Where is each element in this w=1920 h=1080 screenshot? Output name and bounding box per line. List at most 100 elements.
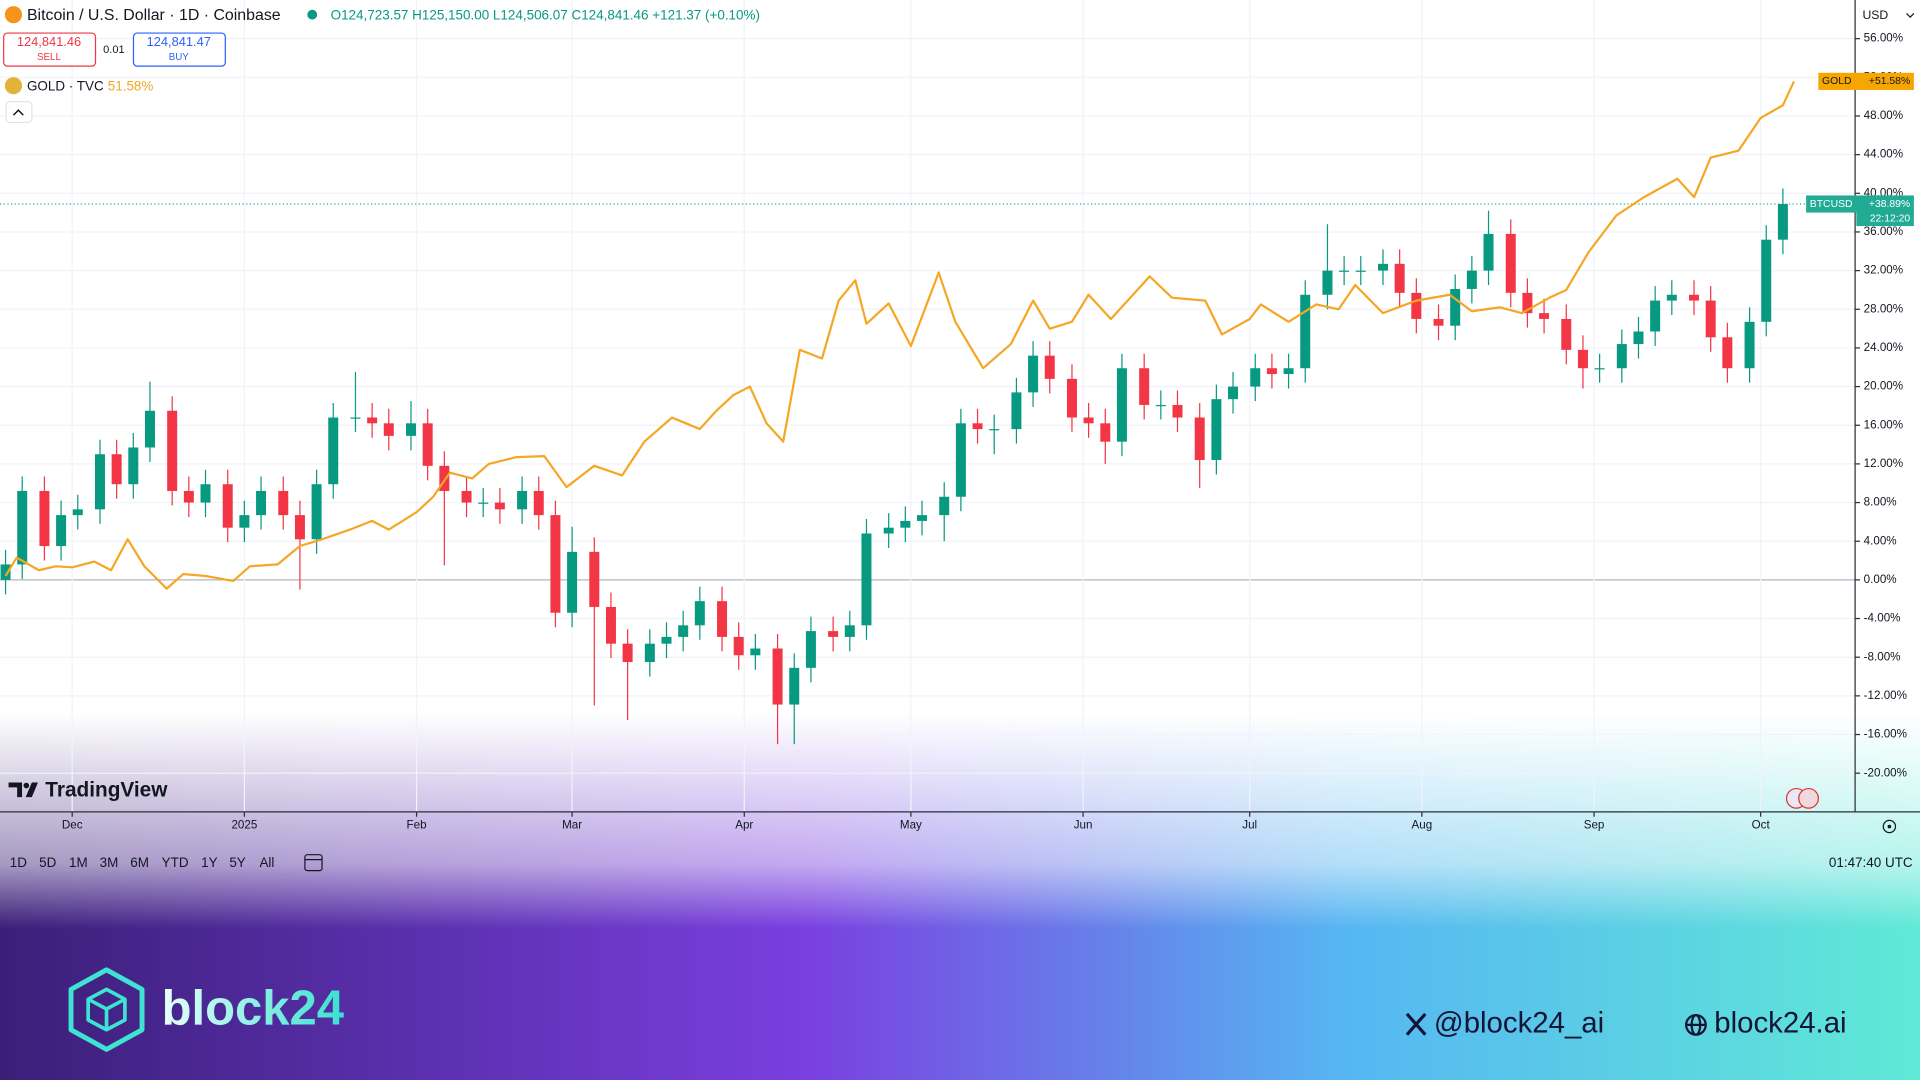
candle-body	[1211, 399, 1222, 461]
candle-body	[422, 423, 433, 466]
settings-dot	[1887, 824, 1892, 829]
candle-body	[1083, 417, 1094, 424]
candle-body	[1155, 404, 1166, 407]
range-button[interactable]: 5D	[39, 855, 56, 870]
candle-body	[1100, 423, 1111, 442]
candle-body	[861, 533, 872, 626]
y-tick-label: 4.00%	[1864, 534, 1897, 547]
candle-body	[1522, 292, 1533, 314]
tv-logo-mark	[8, 782, 38, 798]
buy-button[interactable]: 124,841.47 BUY	[132, 32, 226, 67]
axes: -20.00% -16.00% -12.00% -8.00% -4.00% 0.00% 4.…	[62, 32, 1914, 831]
currency[interactable]: USD	[1862, 8, 1888, 22]
sell-price: 124,841.46	[17, 34, 81, 49]
sell-label: SELL	[37, 52, 61, 63]
grid	[0, 0, 1856, 812]
candle-body	[678, 625, 689, 637]
x-tick-label: Jun	[1074, 818, 1093, 831]
candle-body	[200, 484, 211, 503]
candle-body	[494, 502, 505, 510]
range-button[interactable]: 1M	[69, 855, 88, 870]
hex-cube	[86, 987, 127, 1032]
candle-body	[1300, 294, 1311, 369]
range-button[interactable]: 5Y	[229, 855, 245, 870]
candle-body	[1283, 368, 1294, 375]
candle-body	[550, 515, 561, 613]
candle-body	[750, 648, 761, 656]
x-tick-label: May	[900, 818, 922, 831]
candle-body	[94, 454, 105, 510]
candle-body	[1194, 417, 1205, 461]
x-tick-label: Apr	[735, 818, 753, 831]
candle-body	[1577, 349, 1588, 369]
spread: 0.01	[103, 44, 124, 56]
symbol-title: Bitcoin / U.S. Dollar · 1D · Coinbase	[27, 7, 281, 24]
x-tick-label: Aug	[1412, 818, 1433, 831]
calendar-icon	[304, 854, 323, 872]
range-bar: 1D 5D 1M 3M 6M YTD 1Y 5Y All	[10, 855, 275, 870]
candle-body	[717, 601, 728, 637]
candle-body	[789, 667, 800, 705]
candle-body	[222, 484, 233, 528]
candle-body	[294, 515, 305, 540]
candle-body	[605, 606, 616, 644]
range-button[interactable]: 3M	[100, 855, 119, 870]
line-series	[4, 80, 1795, 590]
candle-body	[1044, 355, 1055, 379]
candle-body	[517, 490, 528, 510]
candle-body	[567, 551, 578, 613]
candle-body	[1561, 318, 1572, 350]
candle-body	[56, 515, 67, 547]
candle-body	[1744, 321, 1755, 369]
candle-body	[1483, 233, 1494, 271]
buy-box	[132, 32, 226, 67]
y-tick-label: 56.00%	[1864, 32, 1903, 45]
candle-body	[183, 490, 194, 503]
candle-body	[1450, 288, 1461, 326]
range-button[interactable]: 1Y	[201, 855, 217, 870]
candle-body	[1777, 204, 1788, 240]
y-tick-label: -12.00%	[1864, 689, 1907, 702]
candle-body	[256, 490, 267, 516]
website[interactable]: block24.ai	[1714, 1007, 1846, 1040]
range-button[interactable]: YTD	[162, 855, 189, 870]
candle-body	[939, 496, 950, 516]
x-tick-label: Sep	[1584, 818, 1605, 831]
candle-body	[1116, 368, 1127, 442]
settings-button[interactable]	[1882, 819, 1897, 834]
collapse-button[interactable]	[5, 101, 33, 124]
price-tag	[1806, 195, 1914, 213]
candle-body	[1172, 404, 1183, 418]
candle-body	[1539, 313, 1550, 319]
candle-body	[328, 417, 339, 485]
price-tag-name: BTCUSD	[1810, 199, 1853, 210]
candle-body	[1011, 392, 1022, 430]
clock: 01:47:40 UTC	[1829, 855, 1913, 870]
candle-body	[828, 631, 839, 637]
candle-body	[367, 417, 378, 424]
candle-body	[1666, 294, 1677, 301]
x-handle[interactable]: @block24_ai	[1434, 1007, 1604, 1040]
date-picker[interactable]	[304, 854, 323, 872]
range-button[interactable]: All	[259, 855, 274, 870]
globe-icon	[1685, 1014, 1707, 1036]
candle-body	[144, 410, 155, 448]
y-tick-label: 0.00%	[1864, 573, 1897, 586]
range-button[interactable]: 1D	[10, 855, 27, 870]
x-tick-label: Jul	[1242, 818, 1257, 831]
y-tick-label: 8.00%	[1864, 496, 1897, 509]
candle-body	[1616, 344, 1627, 369]
sell-button[interactable]: 124,841.46 SELL	[3, 32, 97, 67]
candle-body	[900, 520, 911, 528]
candle-body	[844, 625, 855, 637]
sell-box	[3, 32, 97, 67]
range-button[interactable]: 6M	[130, 855, 149, 870]
candle-body	[661, 636, 672, 644]
price-tag-label: +51.58%	[1869, 76, 1910, 87]
candle-body	[1411, 292, 1422, 319]
y-tick-label: -16.00%	[1864, 728, 1907, 741]
y-tick-label: 32.00%	[1864, 264, 1903, 277]
price-tag-name: GOLD	[1822, 76, 1851, 87]
